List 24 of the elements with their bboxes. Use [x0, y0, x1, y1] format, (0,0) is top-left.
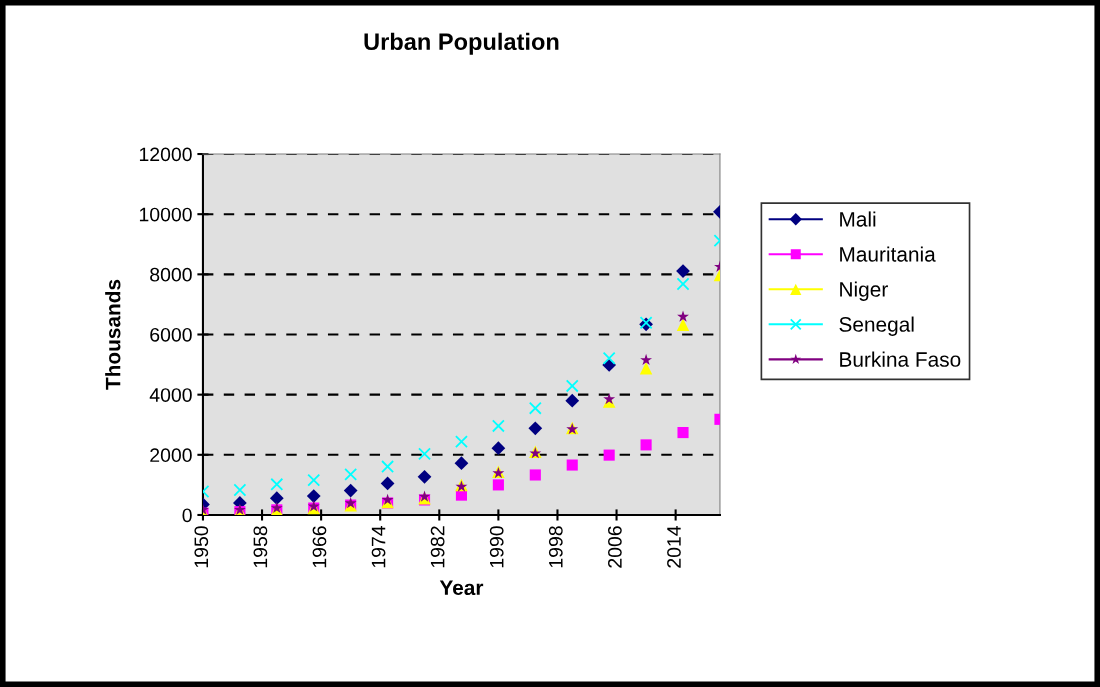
- x-tick-label: 1974: [371, 525, 386, 568]
- x-tick-label: 1990: [489, 526, 504, 568]
- x-tick-label: 1958: [253, 526, 268, 568]
- legend-label: Senegal: [839, 316, 914, 336]
- x-tick-label: 1966: [312, 526, 327, 568]
- y-tick-label: 12000: [139, 147, 192, 162]
- legend-label: Burkina Faso: [840, 351, 961, 367]
- x-tick-label: 1998: [548, 526, 563, 568]
- y-tick-label: 2000: [150, 448, 192, 463]
- x-axis-title: Year: [439, 580, 484, 596]
- legend-label: Mali: [840, 211, 876, 227]
- x-tick-label: 2006: [608, 526, 622, 568]
- legend-label: Niger: [840, 281, 888, 301]
- y-tick-label: 4000: [149, 388, 192, 402]
- x-tick-label: 2014: [667, 525, 681, 568]
- chart-title: Urban Population: [364, 32, 559, 55]
- x-tick-label: 1950: [194, 526, 209, 568]
- x-tick-label: 1982: [430, 526, 445, 568]
- y-tick-label: 8000: [150, 267, 192, 282]
- y-tick-label: 6000: [150, 327, 192, 342]
- legend-label: Mauritania: [840, 246, 936, 262]
- y-axis-title: Thousands: [105, 279, 121, 390]
- y-tick-label: 0: [182, 508, 192, 523]
- y-tick-label: 10000: [139, 207, 192, 222]
